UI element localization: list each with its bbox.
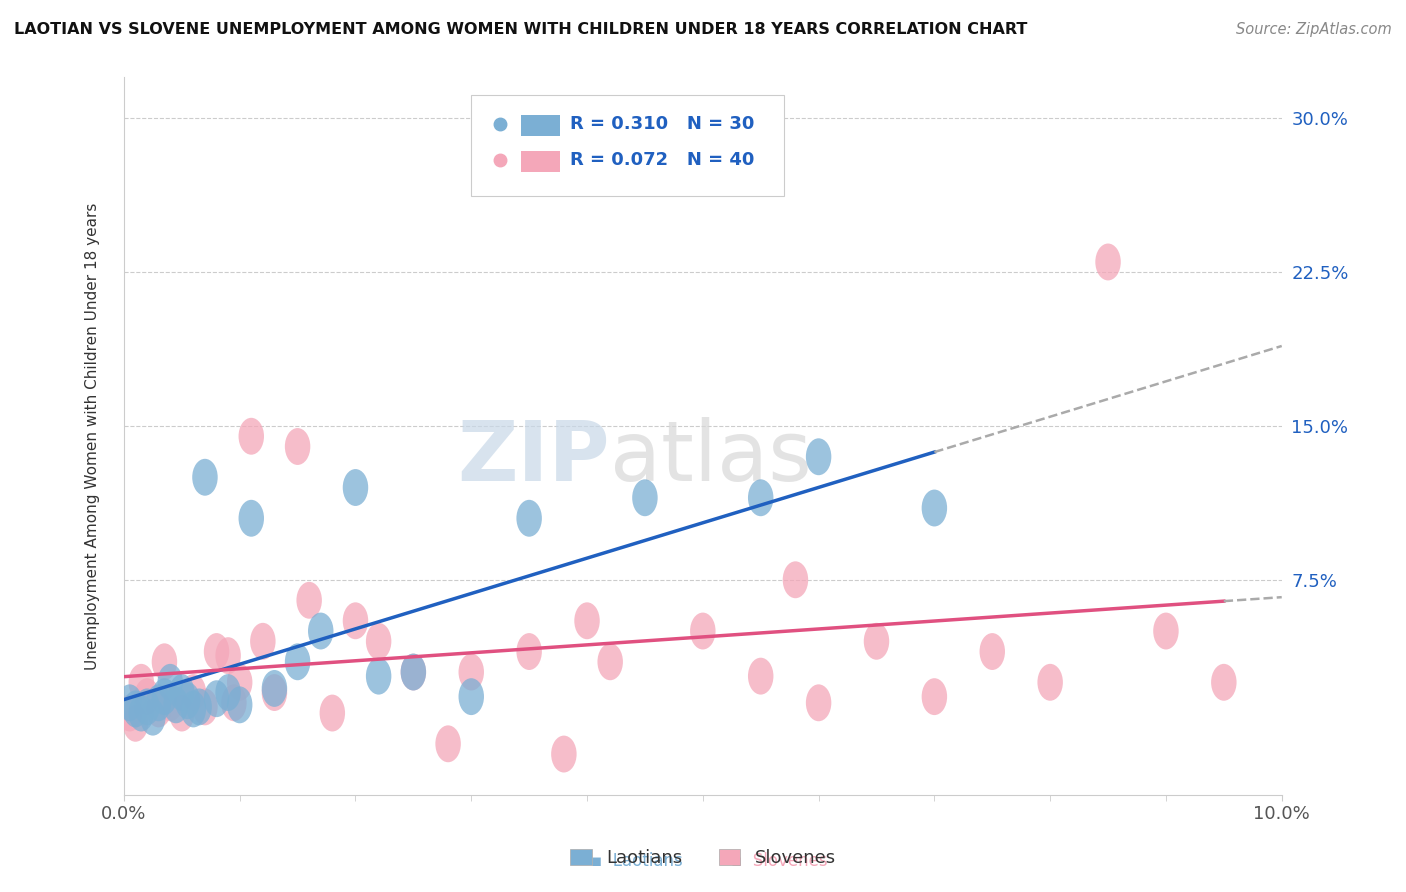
Text: ▪  Laotians: ▪ Laotians bbox=[591, 852, 682, 870]
Legend: Laotians, Slovenes: Laotians, Slovenes bbox=[562, 841, 844, 874]
Text: R = 0.072   N = 40: R = 0.072 N = 40 bbox=[569, 151, 754, 169]
Text: ZIP: ZIP bbox=[458, 417, 610, 499]
Text: ▪  Slovenes: ▪ Slovenes bbox=[731, 852, 828, 870]
Text: R = 0.310   N = 30: R = 0.310 N = 30 bbox=[569, 115, 754, 133]
Y-axis label: Unemployment Among Women with Children Under 18 years: Unemployment Among Women with Children U… bbox=[86, 202, 100, 670]
FancyBboxPatch shape bbox=[471, 95, 785, 196]
Text: Source: ZipAtlas.com: Source: ZipAtlas.com bbox=[1236, 22, 1392, 37]
FancyBboxPatch shape bbox=[522, 115, 561, 136]
FancyBboxPatch shape bbox=[522, 152, 561, 172]
Text: LAOTIAN VS SLOVENE UNEMPLOYMENT AMONG WOMEN WITH CHILDREN UNDER 18 YEARS CORRELA: LAOTIAN VS SLOVENE UNEMPLOYMENT AMONG WO… bbox=[14, 22, 1028, 37]
Text: atlas: atlas bbox=[610, 417, 811, 499]
